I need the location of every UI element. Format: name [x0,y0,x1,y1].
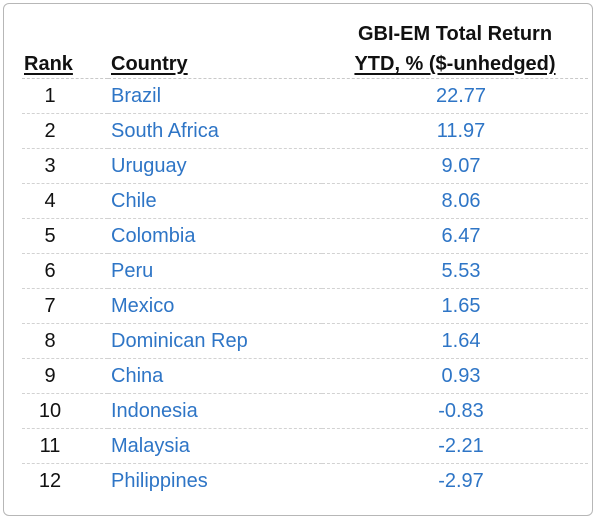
header-value-line2-label: YTD, % ($-unhedged) [354,53,556,75]
header-country: Country [108,48,322,79]
header-value-line1: GBI-EM Total Return [357,23,553,45]
header-rank-label: Rank [24,53,73,75]
country-cell: Dominican Rep [108,323,322,359]
table-row: 10 Indonesia -0.83 [22,393,588,429]
table-header: GBI-EM Total Return Rank Country YTD, % … [22,20,588,79]
rank-cell: 4 [22,183,108,219]
return-value-cell: 22.77 [322,78,588,114]
return-value-cell: 9.07 [322,148,588,184]
table-row: 2 South Africa 11.97 [22,113,588,149]
country-cell: China [108,358,322,394]
header-spacer-rank [22,20,108,48]
return-value-cell: 6.47 [322,218,588,254]
return-value-cell: -0.83 [322,393,588,429]
rank-cell: 11 [22,428,108,464]
return-value-cell: -2.21 [322,428,588,464]
country-cell: Uruguay [108,148,322,184]
country-cell: Mexico [108,288,322,324]
table-row: 5 Colombia 6.47 [22,218,588,254]
country-cell: Peru [108,253,322,289]
country-cell: Indonesia [108,393,322,429]
table-row: 11 Malaysia -2.21 [22,428,588,464]
return-value-cell: 11.97 [322,113,588,149]
rank-cell: 8 [22,323,108,359]
returns-table: GBI-EM Total Return Rank Country YTD, % … [22,20,588,498]
table-row: 3 Uruguay 9.07 [22,148,588,184]
country-cell: South Africa [108,113,322,149]
rank-cell: 1 [22,78,108,114]
table-body: 1 Brazil 22.77 2 South Africa 11.97 3 Ur… [22,78,588,499]
rank-cell: 3 [22,148,108,184]
rank-cell: 7 [22,288,108,324]
table-row: 9 China 0.93 [22,358,588,394]
country-cell: Colombia [108,218,322,254]
table-row: 8 Dominican Rep 1.64 [22,323,588,359]
country-cell: Philippines [111,470,208,492]
header-rank: Rank [22,48,108,79]
rank-cell: 9 [22,358,108,394]
country-cell: Brazil [108,78,322,114]
return-value-cell: 1.65 [322,288,588,324]
rank-cell: 5 [22,218,108,254]
rank-cell: 10 [22,393,108,429]
return-value-cell: 1.64 [322,323,588,359]
rank-cell: 12 [38,470,62,492]
table-row: 12 Philippines -2.97 [22,464,588,499]
country-cell: Malaysia [108,428,322,464]
table-row: 6 Peru 5.53 [22,253,588,289]
table-row: 4 Chile 8.06 [22,183,588,219]
rank-cell: 6 [22,253,108,289]
header-country-label: Country [111,53,188,75]
return-value-cell: 0.93 [322,358,588,394]
header-value-line2: YTD, % ($-unhedged) [322,48,588,79]
return-value-cell: -2.97 [438,470,484,492]
table-frame: GBI-EM Total Return Rank Country YTD, % … [3,3,593,516]
header-spacer-country [108,20,322,48]
rank-cell: 2 [22,113,108,149]
return-value-cell: 5.53 [322,253,588,289]
table-row: 7 Mexico 1.65 [22,288,588,324]
country-cell: Chile [108,183,322,219]
table-row: 1 Brazil 22.77 [22,78,588,114]
return-value-cell: 8.06 [322,183,588,219]
